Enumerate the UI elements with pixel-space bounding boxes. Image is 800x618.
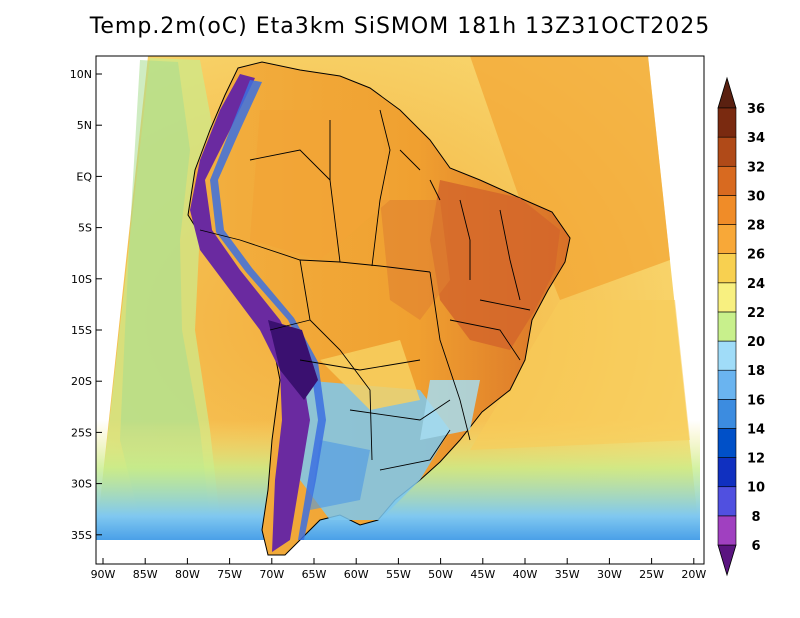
lon-tick-label: 35W bbox=[555, 568, 580, 581]
pampas-blue bbox=[310, 440, 370, 510]
lon-tick-label: 70W bbox=[259, 568, 284, 581]
colorbar-label: 20 bbox=[747, 335, 765, 350]
lat-tick-label: 5S bbox=[78, 222, 92, 235]
colorbar-label: 36 bbox=[747, 102, 765, 117]
longitude-axis: 90W 85W 80W 75W 70W 65W 60W 55W 50W 45W 40W 35W 30W 2… bbox=[91, 558, 706, 581]
lon-tick-label: 65W bbox=[302, 568, 327, 581]
colorbar-segment bbox=[717, 224, 737, 254]
colorbar-label: 14 bbox=[747, 422, 765, 437]
se-brazil-green bbox=[420, 380, 480, 440]
colorbar-label: 6 bbox=[751, 539, 760, 554]
colorbar-label: 12 bbox=[747, 452, 765, 467]
colorbar-segment bbox=[717, 340, 737, 371]
lon-tick-label: 75W bbox=[217, 568, 242, 581]
colorbar-segment bbox=[717, 165, 737, 196]
colorbar-segment bbox=[717, 515, 737, 546]
plot-frame bbox=[95, 55, 705, 565]
lat-tick-label: 25S bbox=[71, 426, 92, 439]
lon-tick-label: 90W bbox=[91, 568, 116, 581]
colorbar-label: 32 bbox=[747, 160, 765, 175]
country-borders bbox=[199, 109, 531, 471]
latitude-axis: 10N 5N EQ 5S 10S 15S 20S 25S 30S 35S bbox=[70, 68, 102, 542]
colorbar-segment bbox=[717, 253, 737, 284]
colorbar-label: 8 bbox=[751, 510, 760, 525]
colorbar-segment bbox=[717, 457, 737, 488]
colorbar-segment bbox=[717, 282, 737, 313]
central-ocean-yellow bbox=[470, 300, 690, 450]
colorbar-segment bbox=[717, 195, 737, 225]
colorbar: 6 8 10 12 14 16 18 20 22 24 26 28 30 32 34 36 bbox=[717, 76, 765, 577]
lon-tick-label: 50W bbox=[428, 568, 453, 581]
hot-northeast bbox=[430, 180, 560, 350]
lon-tick-label: 45W bbox=[470, 568, 495, 581]
lat-tick-label: 5N bbox=[77, 119, 92, 132]
colorbar-label: 26 bbox=[747, 248, 765, 263]
west-coastal-cold-strip bbox=[120, 60, 210, 520]
colorbar-label: 34 bbox=[747, 131, 765, 146]
colorbar-label: 10 bbox=[747, 481, 765, 496]
colorbar-segment bbox=[717, 486, 737, 517]
colorbar-segment bbox=[717, 136, 737, 167]
map-title: Temp.2m(oC) Eta3km SiSMOM 181h 13Z31OCT2… bbox=[89, 14, 711, 39]
continent bbox=[187, 61, 571, 556]
altiplano-deep bbox=[268, 320, 318, 400]
amazon-warm bbox=[250, 110, 390, 260]
lon-tick-label: 55W bbox=[386, 568, 411, 581]
lat-tick-label: 10S bbox=[71, 273, 92, 286]
lat-tick-label: 10N bbox=[70, 68, 92, 81]
lon-tick-label: 30W bbox=[597, 568, 622, 581]
andes-cordillera bbox=[190, 74, 310, 552]
colorbar-top-arrow bbox=[717, 76, 737, 109]
atlantic-warm bbox=[470, 56, 670, 300]
lat-tick-label: EQ bbox=[76, 170, 92, 183]
lon-tick-label: 25W bbox=[639, 568, 664, 581]
paraguay-warm bbox=[320, 340, 420, 410]
colorbar-bottom-arrow bbox=[717, 544, 737, 577]
colorbar-label: 24 bbox=[747, 277, 765, 292]
colorbar-segment bbox=[717, 311, 737, 342]
colorbar-segment bbox=[717, 399, 737, 429]
colorbar-segment bbox=[717, 107, 737, 138]
lon-tick-label: 20W bbox=[681, 568, 706, 581]
lat-tick-label: 20S bbox=[71, 375, 92, 388]
lon-tick-label: 40W bbox=[513, 568, 538, 581]
colorbar-segment bbox=[717, 428, 737, 458]
colorbar-label: 16 bbox=[747, 393, 765, 408]
lat-tick-label: 30S bbox=[71, 478, 92, 491]
colorbar-label: 28 bbox=[747, 219, 765, 234]
colorbar-segment bbox=[717, 369, 737, 400]
lon-tick-label: 85W bbox=[133, 568, 158, 581]
lat-tick-label: 15S bbox=[71, 324, 92, 337]
lat-tick-label: 35S bbox=[71, 529, 92, 542]
colorbar-label: 18 bbox=[747, 364, 765, 379]
lon-tick-label: 60W bbox=[344, 568, 369, 581]
lon-tick-label: 80W bbox=[175, 568, 200, 581]
colorbar-label: 22 bbox=[747, 306, 765, 321]
colorbar-label: 30 bbox=[747, 189, 765, 204]
